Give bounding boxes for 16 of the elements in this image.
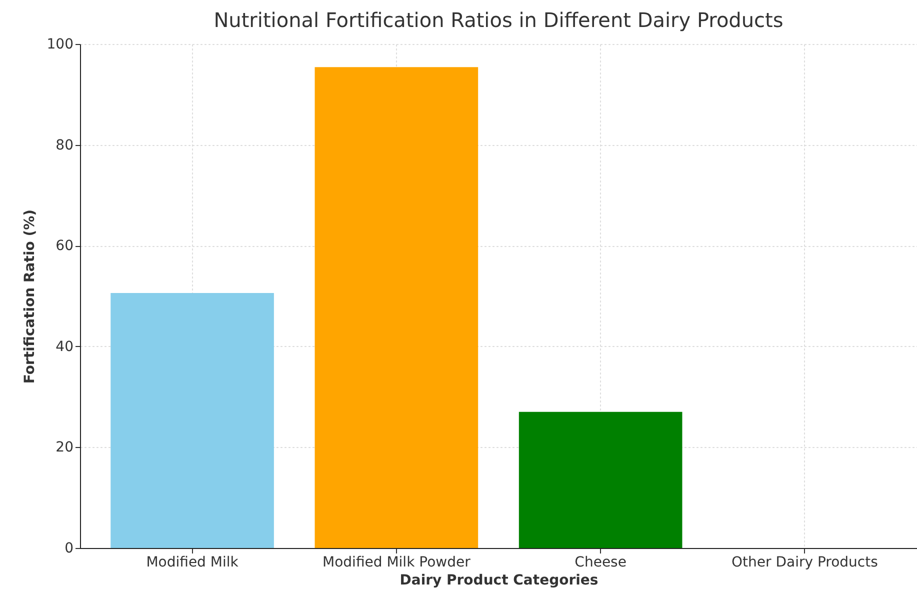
y-tick-label: 100 <box>46 36 74 52</box>
y-tick-label: 20 <box>56 440 74 456</box>
y-axis-title: Fortification Ratio (%) <box>22 209 38 384</box>
y-tick-label: 60 <box>56 238 74 254</box>
bar <box>110 292 274 548</box>
chart-title: Nutritional Fortification Ratios in Different Dairy Products <box>214 8 784 32</box>
x-tick-label: Other Dairy Products <box>732 554 878 570</box>
y-tick-label: 0 <box>64 540 74 556</box>
x-tick-label: Modified Milk <box>146 554 240 570</box>
bar <box>518 412 682 548</box>
y-tick-label: 40 <box>56 338 74 355</box>
y-tick-label: 80 <box>56 137 74 154</box>
x-tick-label: Modified Milk Powder <box>322 554 471 570</box>
x-axis-title: Dairy Product Categories <box>400 572 598 588</box>
bar <box>314 67 478 548</box>
x-tick-label: Cheese <box>574 554 626 570</box>
